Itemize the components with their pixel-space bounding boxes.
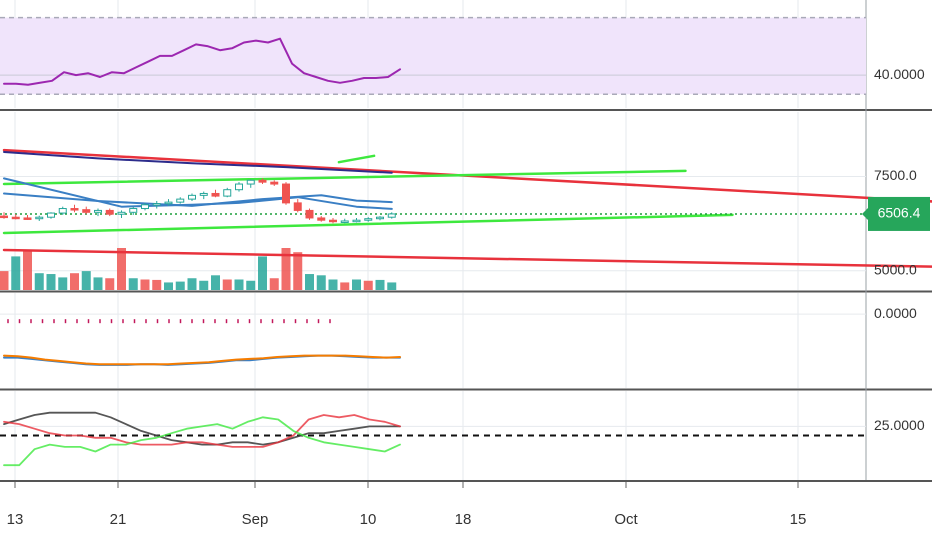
volume-bar — [375, 279, 385, 290]
candle-body — [129, 208, 138, 213]
x-tick-label: 21 — [110, 511, 127, 528]
candle-body — [70, 208, 79, 211]
x-tick-label: 10 — [360, 511, 377, 528]
volume-bar — [81, 271, 91, 290]
volume-bar — [152, 279, 162, 290]
volume-bar — [117, 248, 126, 290]
volume-bar — [34, 273, 44, 290]
candle-body — [0, 215, 8, 219]
rsi-tick-label: 40.0000 — [874, 66, 925, 82]
candle-body — [270, 181, 279, 185]
candle-body — [141, 204, 149, 210]
volume-bar — [23, 250, 32, 290]
candle-body — [117, 211, 126, 215]
x-tick-label: 15 — [790, 511, 807, 528]
dmi-tick-label: 25.0000 — [874, 417, 925, 433]
volume-bar — [316, 275, 326, 290]
momentum-line-orange_line — [3, 354, 401, 366]
volume-bar — [340, 282, 350, 290]
volume-bar — [234, 279, 244, 290]
volume-bar — [328, 279, 338, 290]
volume-bar — [258, 256, 267, 290]
candle-body — [329, 219, 337, 223]
rsi-band — [0, 17, 866, 95]
candle-body — [47, 212, 55, 218]
trend-line-red_trend — [2, 248, 932, 268]
volume-bar — [58, 277, 68, 290]
trend-line-green_trend — [2, 213, 734, 235]
candle-body — [152, 203, 161, 206]
price-tick-label: 5000.0 — [874, 261, 917, 277]
candle-body — [282, 183, 290, 204]
volume-bar — [105, 278, 115, 290]
dmi-line-red_trend — [3, 414, 401, 448]
candle-body — [11, 216, 20, 220]
volume-bar — [387, 282, 397, 290]
candle-body — [94, 209, 102, 213]
candle-body — [352, 219, 361, 223]
candle-body — [211, 192, 220, 197]
trend-line-green_trend — [337, 154, 376, 164]
candle-body — [376, 216, 384, 220]
volume-bar — [352, 279, 361, 290]
volume-bar — [128, 278, 138, 290]
dmi-line-green_trend — [3, 416, 401, 467]
candle-body — [35, 216, 44, 220]
volume-bar — [199, 280, 209, 290]
candle-body — [223, 189, 232, 197]
candle-body — [246, 179, 255, 185]
trend-line-dark_ma — [3, 151, 393, 174]
candle-body — [105, 209, 114, 215]
candle-body — [164, 201, 173, 205]
candle-body — [188, 194, 196, 200]
momentum-tick-label: 0.0000 — [874, 305, 917, 321]
candle-body — [58, 208, 67, 214]
volume-bar — [70, 273, 79, 290]
volume-bar — [164, 282, 173, 290]
volume-bar — [269, 278, 279, 290]
volume-bar — [46, 274, 56, 290]
candle-body — [199, 192, 208, 196]
x-tick-label: Sep — [242, 511, 269, 528]
candle-body — [235, 183, 243, 191]
price-tag — [868, 196, 930, 231]
volume-bar — [187, 278, 197, 290]
x-tick-label: 18 — [455, 511, 472, 528]
dmi-line-black_line — [3, 411, 401, 446]
price-tag-pointer — [862, 207, 868, 220]
volume-bar — [281, 248, 291, 290]
candle-body — [82, 209, 91, 213]
volume-bar — [222, 279, 232, 290]
volume-bar — [363, 280, 373, 290]
x-tick-label: 13 — [7, 511, 24, 528]
candle-body — [293, 202, 302, 211]
candle-body — [23, 217, 32, 220]
volume-bar — [246, 280, 256, 290]
volume-bar — [175, 281, 185, 290]
candle-body — [387, 213, 396, 218]
price-tick-label: 7500.0 — [874, 167, 917, 183]
trend-line-green_trend — [2, 169, 687, 186]
price-tag-label: 6506.4 — [878, 205, 921, 221]
volume-bar — [293, 252, 303, 290]
trend-line-blue_ma — [3, 177, 393, 210]
x-tick-label: Oct — [614, 511, 638, 528]
volume-bar — [11, 256, 21, 290]
volume-bar — [0, 271, 9, 290]
candle-body — [364, 218, 373, 221]
volume-bar — [93, 277, 103, 290]
volume-bar — [211, 275, 220, 290]
candle-body — [176, 198, 185, 203]
volume-bar — [305, 274, 314, 290]
volume-bar — [140, 279, 150, 290]
candle-body — [340, 220, 349, 223]
candle-body — [258, 179, 267, 183]
candle-body — [317, 217, 326, 221]
rsi-line — [3, 37, 401, 86]
candle-body — [305, 209, 314, 219]
